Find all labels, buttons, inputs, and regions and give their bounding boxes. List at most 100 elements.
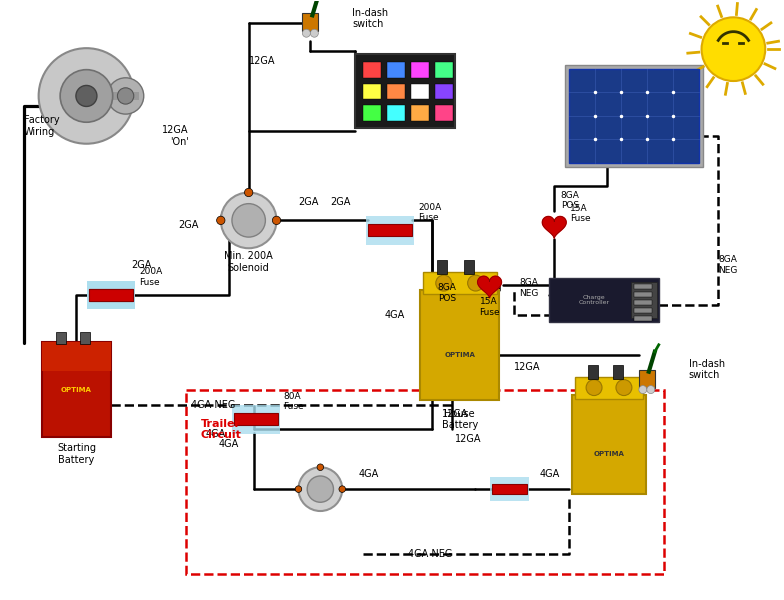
Text: Trailer
Circuit: Trailer Circuit (201, 419, 241, 440)
Bar (387, 83, 405, 100)
Bar (587, 365, 597, 379)
Circle shape (317, 464, 324, 470)
Circle shape (339, 486, 346, 493)
Bar (634, 284, 652, 289)
Bar (565, 65, 702, 167)
Circle shape (107, 78, 143, 114)
Text: 12GA
'On': 12GA 'On' (162, 125, 189, 146)
Bar (492, 484, 528, 494)
Bar (363, 106, 381, 121)
Bar (387, 62, 405, 77)
Bar (89, 289, 133, 301)
Bar (639, 370, 655, 388)
Bar (113, 92, 139, 100)
Circle shape (467, 275, 484, 291)
Text: Min. 200A
Solenoid: Min. 200A Solenoid (224, 251, 273, 273)
Bar (423, 272, 496, 294)
Bar (631, 281, 657, 319)
Bar (411, 106, 429, 121)
Text: OPTIMA: OPTIMA (61, 386, 92, 392)
Circle shape (295, 486, 302, 493)
Bar (572, 395, 646, 494)
Bar (366, 216, 414, 245)
Text: 200A
Fuse: 200A Fuse (418, 203, 441, 222)
Circle shape (76, 85, 97, 106)
Bar (363, 62, 381, 77)
Text: 12GA: 12GA (249, 56, 275, 66)
Bar (80, 332, 90, 344)
Text: Starting
Battery: Starting Battery (57, 443, 96, 465)
Text: 12GA: 12GA (441, 409, 468, 419)
Bar (368, 224, 412, 236)
Bar (437, 260, 447, 274)
Text: 8GA
NEG: 8GA NEG (520, 278, 539, 298)
Circle shape (436, 275, 452, 291)
Bar (435, 106, 452, 121)
Text: 4GA: 4GA (205, 430, 226, 439)
Text: 4GA: 4GA (219, 439, 238, 449)
Bar (634, 300, 652, 305)
Bar (89, 289, 133, 301)
Text: In-dash
switch: In-dash switch (352, 8, 388, 29)
Circle shape (647, 386, 655, 394)
Bar (464, 260, 474, 274)
Text: 8GA
NEG: 8GA NEG (718, 256, 738, 275)
Bar (420, 290, 499, 400)
Text: 12GA: 12GA (514, 362, 541, 371)
Bar (575, 377, 644, 398)
Circle shape (38, 48, 134, 144)
Circle shape (310, 29, 318, 37)
Text: Factory
Wiring: Factory Wiring (24, 115, 60, 137)
Circle shape (118, 88, 134, 104)
Bar (411, 83, 429, 100)
Text: 4GA: 4GA (385, 310, 405, 320)
Text: 2GA: 2GA (131, 260, 151, 270)
Bar (355, 53, 455, 128)
Text: House
Battery: House Battery (441, 409, 477, 430)
Bar (634, 308, 652, 313)
Polygon shape (543, 217, 566, 238)
Bar (363, 83, 381, 100)
Circle shape (60, 70, 113, 122)
Text: OPTIMA: OPTIMA (445, 352, 475, 358)
Circle shape (639, 386, 647, 394)
Bar (42, 343, 111, 437)
Circle shape (245, 188, 253, 197)
Circle shape (221, 193, 277, 248)
Circle shape (272, 216, 281, 224)
Bar (42, 343, 111, 371)
Bar (87, 281, 136, 310)
Text: 15A
Fuse: 15A Fuse (480, 297, 500, 317)
Text: 4GA: 4GA (539, 469, 560, 479)
Text: Charge
Controller: Charge Controller (579, 295, 610, 305)
Text: 4GA: 4GA (358, 469, 379, 479)
Circle shape (232, 203, 266, 237)
Polygon shape (477, 276, 502, 298)
Bar (490, 477, 529, 501)
Circle shape (702, 17, 765, 81)
Text: 80A
Fuse: 80A Fuse (284, 392, 304, 411)
Text: 4GA NEG: 4GA NEG (191, 400, 235, 410)
Circle shape (586, 380, 602, 395)
Bar (387, 106, 405, 121)
Bar (303, 13, 318, 31)
Text: In-dash
switch: In-dash switch (688, 359, 724, 380)
Bar (550, 278, 659, 322)
Text: 2GA: 2GA (330, 197, 350, 208)
Bar (569, 68, 699, 163)
Circle shape (307, 476, 333, 502)
Circle shape (216, 216, 225, 224)
Text: OPTIMA: OPTIMA (593, 451, 624, 457)
Text: 8GA
POS: 8GA POS (561, 191, 579, 210)
Text: 4GA NEG: 4GA NEG (408, 549, 452, 559)
Circle shape (616, 380, 632, 395)
Text: 12GA: 12GA (455, 434, 481, 445)
Circle shape (303, 29, 310, 37)
Bar (613, 365, 623, 379)
Text: 2GA: 2GA (179, 220, 199, 230)
Bar (634, 292, 652, 297)
Bar (411, 62, 429, 77)
Bar (234, 413, 278, 425)
Text: 200A
Fuse: 200A Fuse (140, 268, 162, 287)
Bar (56, 332, 66, 344)
